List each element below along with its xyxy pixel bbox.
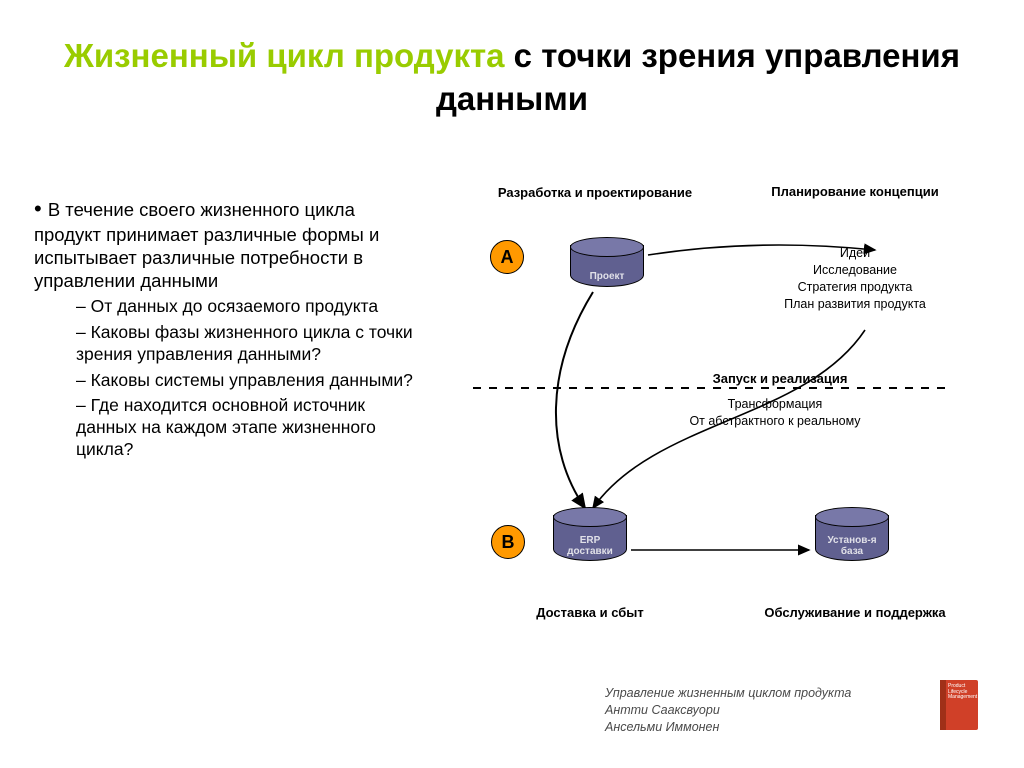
cyl-project-label: Проект <box>571 271 643 282</box>
cylinder-project: Проект <box>570 245 644 287</box>
credits-block: Управление жизненным циклом продукта Ант… <box>605 685 851 736</box>
arrow-concept-erp <box>593 330 865 508</box>
bullet-l2-0: От данных до осязаемого продукта <box>34 296 424 318</box>
credits-1: Управление жизненным циклом продукта <box>605 686 851 700</box>
title-emphasis: Жизненный цикл продукта <box>64 37 504 74</box>
cylinder-install: Установ-я база <box>815 515 889 561</box>
arrow-project-erp <box>556 292 593 508</box>
badge-b: B <box>491 525 525 559</box>
bullet-l1: В течение своего жизненного цикла продук… <box>34 195 424 292</box>
bullet-list: В течение своего жизненного цикла продук… <box>34 195 424 461</box>
slide-title: Жизненный цикл продукта с точки зрения у… <box>0 0 1024 121</box>
badge-a: A <box>490 240 524 274</box>
lifecycle-diagram: Разработка и проектирование Планирование… <box>445 190 1005 670</box>
bullet-l2-1: Каковы фазы жизненного цикла с точки зре… <box>34 322 424 366</box>
badge-a-label: A <box>501 247 514 268</box>
book-icon: Product Lifecycle Management <box>940 680 978 730</box>
credits-2: Антти Сааксвуори <box>605 703 720 717</box>
bullet-l2-3: Где находится основной источник данных н… <box>34 395 424 461</box>
bullet-l2-2: Каковы системы управления данными? <box>34 370 424 392</box>
cylinder-erp: ERP доставки <box>553 515 627 561</box>
arrow-project-concept <box>648 245 875 255</box>
credits-3: Ансельми Иммонен <box>605 720 719 734</box>
cyl-install-label: Установ-я база <box>816 535 888 557</box>
cyl-erp-label: ERP доставки <box>554 535 626 557</box>
diagram-svg <box>445 190 1005 670</box>
title-rest: с точки зрения управления данными <box>436 37 960 117</box>
badge-b-label: B <box>502 532 515 553</box>
